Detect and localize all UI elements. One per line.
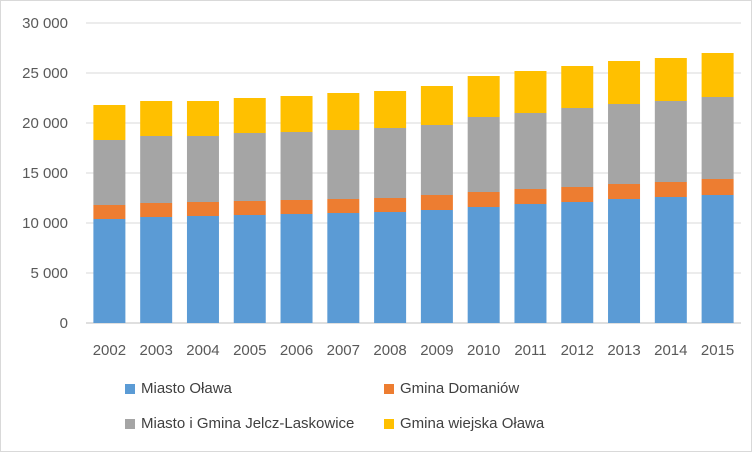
bar-segment-1 bbox=[514, 189, 547, 204]
bar-segment-2 bbox=[561, 108, 594, 187]
bar-segment-0 bbox=[467, 207, 500, 323]
bar-segment-0 bbox=[561, 202, 594, 323]
y-tick-label: 30 000 bbox=[22, 15, 68, 32]
bar-segment-1 bbox=[608, 184, 641, 199]
bar-segment-3 bbox=[608, 61, 641, 104]
bar-segment-2 bbox=[467, 117, 500, 192]
bar-segment-0 bbox=[608, 199, 641, 323]
x-tick-label: 2006 bbox=[280, 342, 313, 359]
y-tick-label: 15 000 bbox=[22, 165, 68, 182]
x-tick-label: 2013 bbox=[607, 342, 640, 359]
x-tick-label: 2010 bbox=[467, 342, 500, 359]
x-tick-label: 2007 bbox=[327, 342, 360, 359]
bar-segment-0 bbox=[93, 219, 126, 323]
bar-segment-3 bbox=[420, 86, 453, 125]
bar-segment-1 bbox=[327, 199, 360, 213]
y-tick-label: 0 bbox=[60, 315, 68, 332]
bar-segment-0 bbox=[280, 214, 313, 323]
bar-segment-1 bbox=[420, 195, 453, 210]
bar-segment-2 bbox=[280, 132, 313, 200]
y-tick-label: 10 000 bbox=[22, 215, 68, 232]
bar-segment-3 bbox=[467, 76, 500, 117]
y-tick-label: 25 000 bbox=[22, 65, 68, 82]
bar-segment-0 bbox=[701, 195, 734, 323]
bar-segment-2 bbox=[93, 140, 126, 205]
bar-segment-0 bbox=[514, 204, 547, 323]
bar-segment-3 bbox=[654, 58, 687, 101]
bar-segment-2 bbox=[514, 113, 547, 189]
bar-segment-3 bbox=[186, 101, 219, 136]
y-tick-label: 5 000 bbox=[30, 265, 68, 282]
bar-segment-2 bbox=[186, 136, 219, 202]
x-tick-label: 2009 bbox=[420, 342, 453, 359]
bar-segment-1 bbox=[280, 200, 313, 214]
x-tick-label: 2012 bbox=[561, 342, 594, 359]
x-tick-label: 2008 bbox=[373, 342, 406, 359]
bar-segment-3 bbox=[374, 91, 407, 128]
bar-segment-3 bbox=[514, 71, 547, 113]
x-tick-label: 2002 bbox=[93, 342, 126, 359]
bar-segment-2 bbox=[233, 133, 266, 201]
bar-segment-0 bbox=[140, 217, 173, 323]
bar-segment-0 bbox=[420, 210, 453, 323]
x-tick-label: 2015 bbox=[701, 342, 734, 359]
bar-segment-3 bbox=[233, 98, 266, 133]
bar-segment-2 bbox=[140, 136, 173, 203]
y-tick-label: 20 000 bbox=[22, 115, 68, 132]
bar-segment-1 bbox=[374, 198, 407, 212]
bar-segment-2 bbox=[701, 97, 734, 179]
bar-segment-0 bbox=[654, 197, 687, 323]
bar-segment-3 bbox=[327, 93, 360, 130]
x-tick-label: 2014 bbox=[654, 342, 687, 359]
x-tick-label: 2004 bbox=[186, 342, 219, 359]
bar-segment-1 bbox=[93, 205, 126, 219]
bar-segment-2 bbox=[608, 104, 641, 184]
bar-segment-0 bbox=[186, 216, 219, 323]
x-tick-label: 2011 bbox=[514, 342, 546, 359]
bar-segment-0 bbox=[374, 212, 407, 323]
bar-segment-1 bbox=[140, 203, 173, 217]
bar-segment-3 bbox=[561, 66, 594, 108]
bar-segment-2 bbox=[654, 101, 687, 182]
bar-segment-0 bbox=[327, 213, 360, 323]
bar-segment-1 bbox=[701, 179, 734, 195]
bar-segment-1 bbox=[561, 187, 594, 202]
bar-segment-1 bbox=[467, 192, 500, 207]
bar-segment-3 bbox=[280, 96, 313, 132]
bar-segment-2 bbox=[327, 130, 360, 199]
bar-segment-3 bbox=[140, 101, 173, 136]
bar-segment-1 bbox=[186, 202, 219, 216]
bar-segment-1 bbox=[654, 182, 687, 197]
bar-segment-2 bbox=[374, 128, 407, 198]
bar-segment-3 bbox=[701, 53, 734, 97]
x-tick-label: 2003 bbox=[139, 342, 172, 359]
bar-segment-2 bbox=[420, 125, 453, 195]
bar-segment-0 bbox=[233, 215, 266, 323]
x-tick-label: 2005 bbox=[233, 342, 266, 359]
bar-segment-1 bbox=[233, 201, 266, 215]
bar-segment-3 bbox=[93, 105, 126, 140]
